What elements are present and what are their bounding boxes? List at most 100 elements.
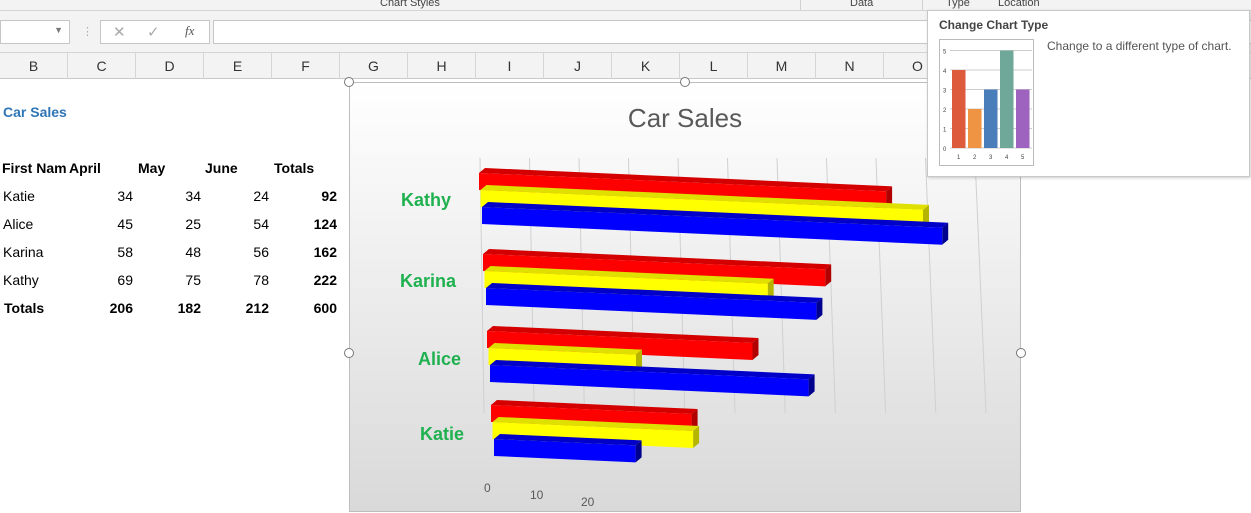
resize-handle[interactable] — [1016, 348, 1026, 358]
preview-y-tick: 3 — [943, 89, 947, 95]
row-name-cell[interactable]: Alice — [3, 216, 34, 232]
x-tick-label: 0 — [484, 481, 491, 495]
total-cell[interactable]: 182 — [177, 300, 201, 316]
preview-bar — [952, 70, 966, 148]
bar — [487, 331, 753, 360]
resize-handle[interactable] — [344, 77, 354, 87]
bar-side-face — [752, 337, 759, 360]
header-cell[interactable]: April — [69, 160, 101, 176]
bar — [486, 288, 817, 320]
preview-bar — [1016, 89, 1030, 148]
row-name-cell[interactable]: Katie — [3, 188, 35, 204]
column-header-J[interactable]: J — [544, 53, 612, 79]
value-cell[interactable]: 69 — [117, 272, 133, 288]
ribbon-group-chart-styles: Chart Styles — [380, 0, 440, 9]
value-cell[interactable]: 92 — [321, 188, 337, 204]
name-box[interactable]: ▼ — [0, 20, 70, 44]
ribbon-group-location: Location — [998, 0, 1040, 9]
preview-y-tick: 4 — [943, 69, 947, 75]
value-cell[interactable]: 25 — [185, 216, 201, 232]
preview-y-tick: 1 — [943, 128, 947, 134]
bar-side-face — [635, 440, 642, 463]
value-cell[interactable]: 45 — [117, 216, 133, 232]
column-header-I[interactable]: I — [476, 53, 544, 79]
bar — [494, 439, 636, 463]
row-name-cell[interactable]: Karina — [3, 244, 44, 260]
tooltip-change-chart-type: Change Chart Type 0 1 2 3 4 5 1 2 3 4 5 Change to … — [927, 10, 1250, 177]
enter-icon[interactable]: ✓ — [147, 24, 160, 41]
column-header-M[interactable]: M — [748, 53, 816, 79]
bar-top-face — [490, 360, 815, 380]
bar-top-face — [491, 400, 698, 415]
preview-x-tick: 5 — [1021, 155, 1025, 161]
resize-handle[interactable] — [680, 77, 690, 87]
ribbon-group-data: Data — [850, 0, 874, 9]
gridline — [974, 157, 987, 414]
category-label: Katie — [420, 424, 465, 444]
value-cell[interactable]: 48 — [185, 244, 201, 260]
column-header-E[interactable]: E — [204, 53, 272, 79]
column-header-N[interactable]: N — [816, 53, 884, 79]
header-cell[interactable]: June — [205, 160, 238, 176]
chevron-down-icon[interactable]: ▼ — [54, 25, 63, 35]
ribbon-group-type: Type — [946, 0, 970, 9]
total-cell[interactable]: 600 — [313, 300, 337, 316]
value-cell[interactable]: 162 — [313, 244, 337, 260]
column-header-F[interactable]: F — [272, 53, 340, 79]
bar-top-face — [479, 168, 893, 192]
preview-bar — [984, 89, 998, 148]
bar-top-face — [483, 249, 832, 270]
chart-title[interactable]: Car Sales — [627, 103, 743, 133]
column-header-H[interactable]: H — [408, 53, 476, 79]
chart-area[interactable]: Car Sales Kathy Karina Alice Katie 0 10 … — [349, 82, 1021, 512]
value-cell[interactable]: 54 — [253, 216, 269, 232]
total-cell[interactable]: 212 — [245, 300, 269, 316]
chart-type-preview: 0 1 2 3 4 5 1 2 3 4 5 — [939, 39, 1034, 166]
drag-handle-icon[interactable]: ⋮ — [82, 26, 93, 38]
bar-top-face — [494, 434, 642, 446]
row-name-cell[interactable]: Kathy — [3, 272, 39, 288]
column-header-K[interactable]: K — [612, 53, 680, 79]
value-cell[interactable]: 56 — [253, 244, 269, 260]
formula-buttons: ✕ ✓ fx — [100, 20, 210, 44]
totals-label-cell[interactable]: Totals — [4, 300, 45, 316]
value-cell[interactable]: 75 — [185, 272, 201, 288]
bar-top-face — [487, 326, 759, 343]
value-cell[interactable]: 24 — [253, 188, 269, 204]
column-header-B[interactable]: B — [0, 53, 68, 79]
value-cell[interactable]: 34 — [117, 188, 133, 204]
header-cell[interactable]: First Nam — [2, 160, 67, 176]
sheet-title[interactable]: Car Sales — [3, 104, 67, 120]
bar-side-face — [816, 297, 823, 320]
bar-side-face — [693, 426, 700, 449]
value-cell[interactable]: 78 — [253, 272, 269, 288]
category-label: Karina — [400, 271, 457, 291]
value-cell[interactable]: 34 — [185, 188, 201, 204]
bar-side-face — [825, 264, 832, 287]
ribbon: Chart Styles Data Type Location — [0, 0, 1251, 11]
header-cell[interactable]: Totals — [274, 160, 315, 176]
bar — [482, 207, 943, 245]
cancel-icon[interactable]: ✕ — [113, 24, 126, 41]
value-cell[interactable]: 124 — [313, 216, 337, 232]
bar-top-face — [482, 202, 949, 228]
bar — [490, 365, 809, 397]
preview-x-tick: 2 — [973, 155, 977, 161]
total-cell[interactable]: 206 — [109, 300, 133, 316]
insert-function-icon[interactable]: fx — [185, 23, 195, 38]
preview-y-tick: 5 — [943, 50, 947, 56]
column-header-G[interactable]: G — [340, 53, 408, 79]
bar-side-face — [636, 349, 642, 372]
value-cell[interactable]: 222 — [313, 272, 337, 288]
header-cell[interactable]: May — [138, 160, 166, 176]
column-header-L[interactable]: L — [680, 53, 748, 79]
tooltip-title: Change Chart Type — [939, 18, 1049, 32]
value-cell[interactable]: 58 — [117, 244, 133, 260]
resize-handle[interactable] — [344, 348, 354, 358]
preview-x-tick: 1 — [957, 155, 961, 161]
preview-x-tick: 4 — [1005, 155, 1009, 161]
plot-area[interactable] — [350, 83, 1022, 513]
column-header-D[interactable]: D — [136, 53, 204, 79]
column-header-C[interactable]: C — [68, 53, 136, 79]
bar-side-face — [886, 186, 893, 209]
